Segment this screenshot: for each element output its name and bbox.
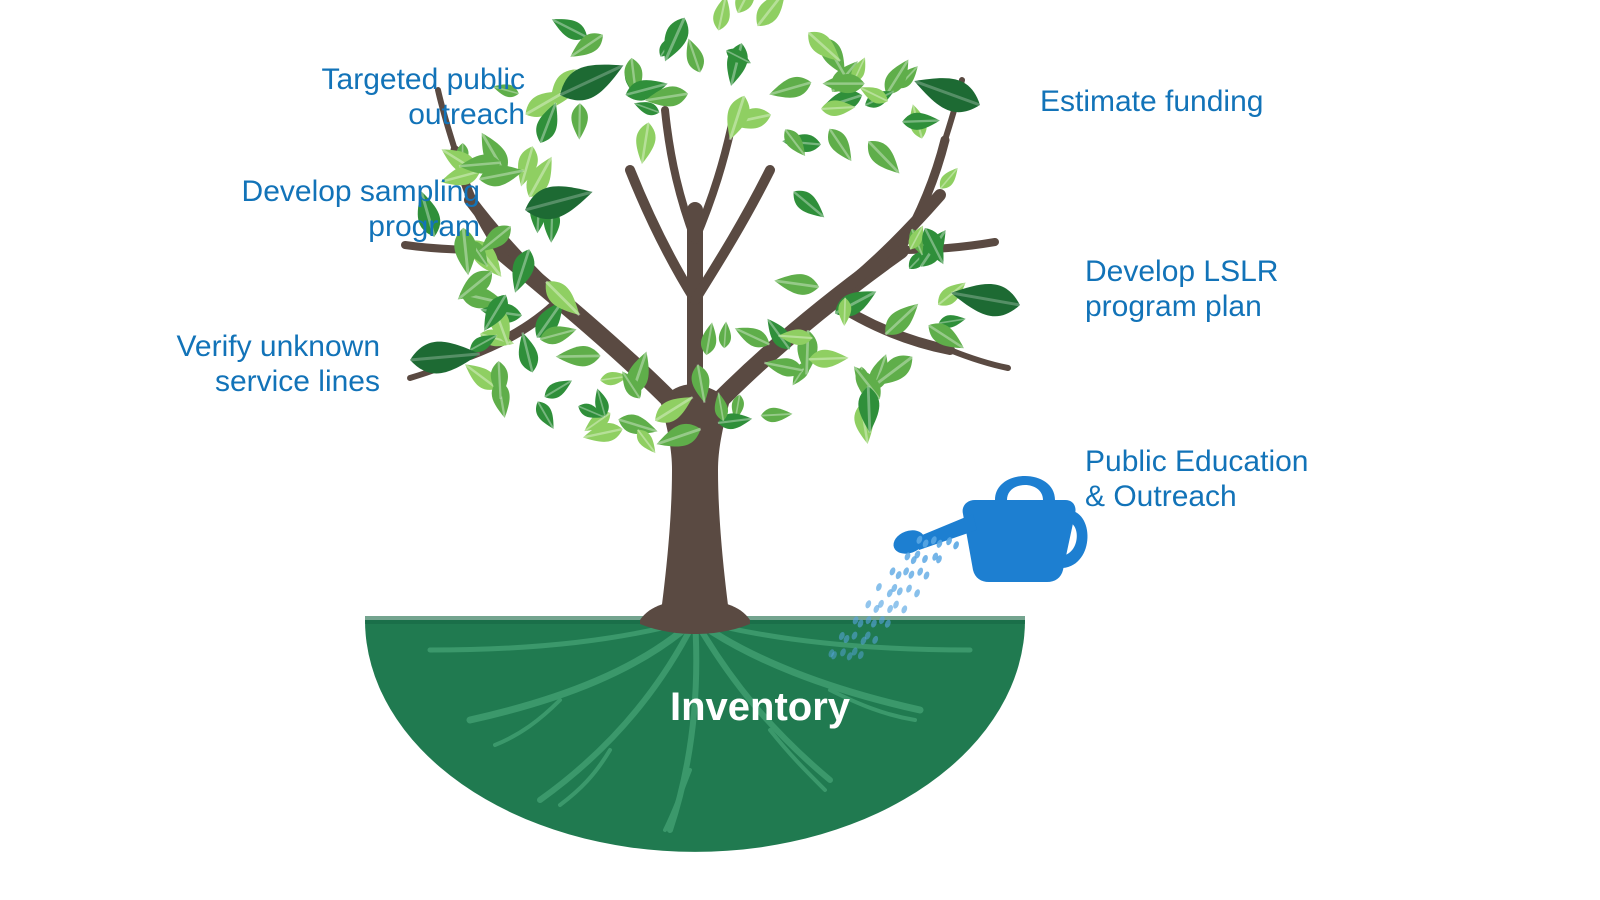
label-develop-sampling: Develop samplingprogram: [220, 175, 480, 244]
label-targeted-outreach: Targeted publicoutreach: [275, 63, 525, 132]
label-verify-unknown: Verify unknownservice lines: [130, 330, 380, 399]
infographic-stage: Targeted publicoutreach Develop sampling…: [0, 0, 1600, 900]
label-develop-lslr: Develop LSLRprogram plan: [1085, 255, 1385, 324]
label-public-education: Public Education& Outreach: [1085, 445, 1385, 514]
label-inventory: Inventory: [610, 685, 910, 730]
watering-can-icon: [890, 476, 1087, 582]
label-estimate-funding: Estimate funding: [1040, 85, 1340, 120]
